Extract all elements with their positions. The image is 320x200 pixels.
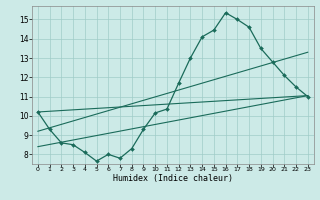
X-axis label: Humidex (Indice chaleur): Humidex (Indice chaleur) [113,174,233,183]
